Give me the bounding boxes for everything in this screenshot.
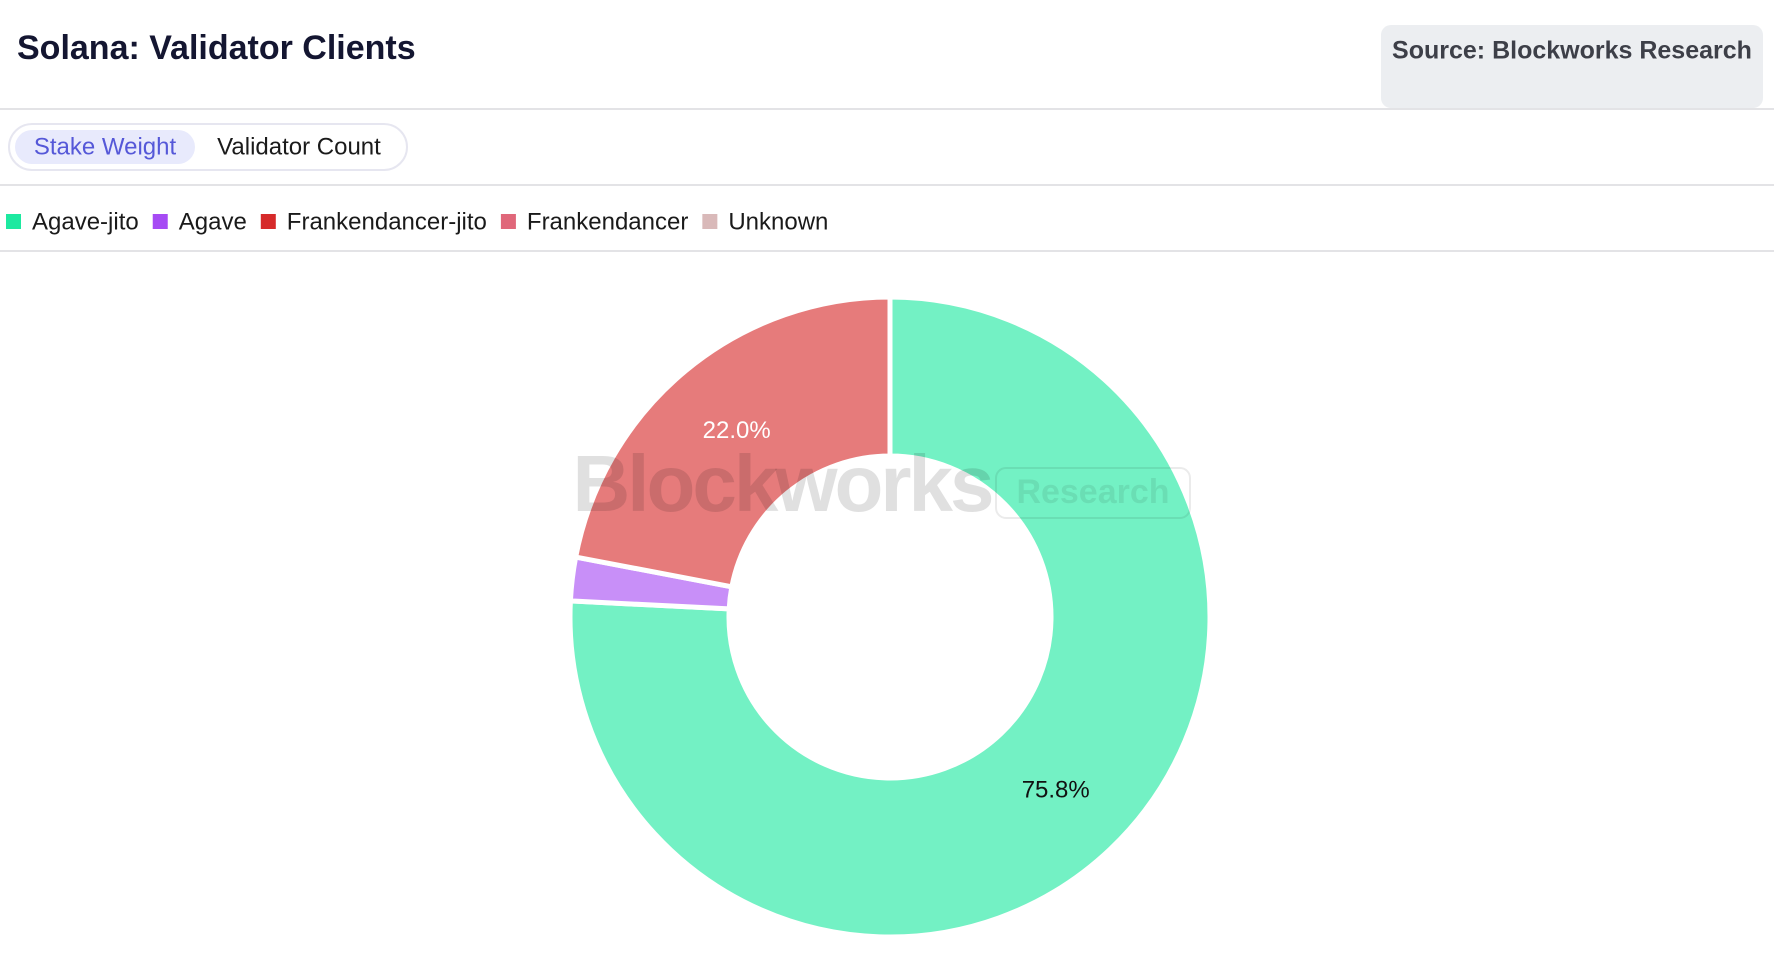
watermark-box bbox=[995, 467, 1191, 519]
chart-title: Solana: Validator Clients bbox=[17, 29, 416, 67]
data-label: 22.0% bbox=[703, 417, 771, 444]
data-label: 75.8% bbox=[1022, 777, 1090, 804]
legend-label: Frankendancer bbox=[527, 208, 688, 235]
legend-label: Unknown bbox=[728, 208, 828, 235]
source-label: Source: Blockworks Research bbox=[1392, 37, 1752, 65]
legend-label: Agave-jito bbox=[32, 208, 139, 235]
source-badge bbox=[1381, 25, 1763, 108]
legend-swatch bbox=[152, 214, 168, 229]
slice bbox=[567, 294, 1213, 940]
tab[interactable]: Stake Weight bbox=[34, 133, 177, 160]
legend-swatch bbox=[500, 214, 516, 229]
tab-active-bg bbox=[15, 130, 195, 164]
legend-label: Agave bbox=[179, 208, 247, 235]
legend-swatch bbox=[702, 214, 718, 229]
watermark: Blockworks bbox=[572, 439, 992, 528]
legend-swatch bbox=[260, 214, 276, 229]
slice bbox=[572, 294, 893, 590]
legend-label: Frankendancer-jito bbox=[287, 208, 487, 235]
watermark: Research bbox=[1016, 473, 1169, 511]
tab[interactable]: Validator Count bbox=[217, 133, 381, 160]
legend-swatch bbox=[6, 214, 21, 229]
plot: 75.8% 22.0% bbox=[567, 294, 1213, 940]
